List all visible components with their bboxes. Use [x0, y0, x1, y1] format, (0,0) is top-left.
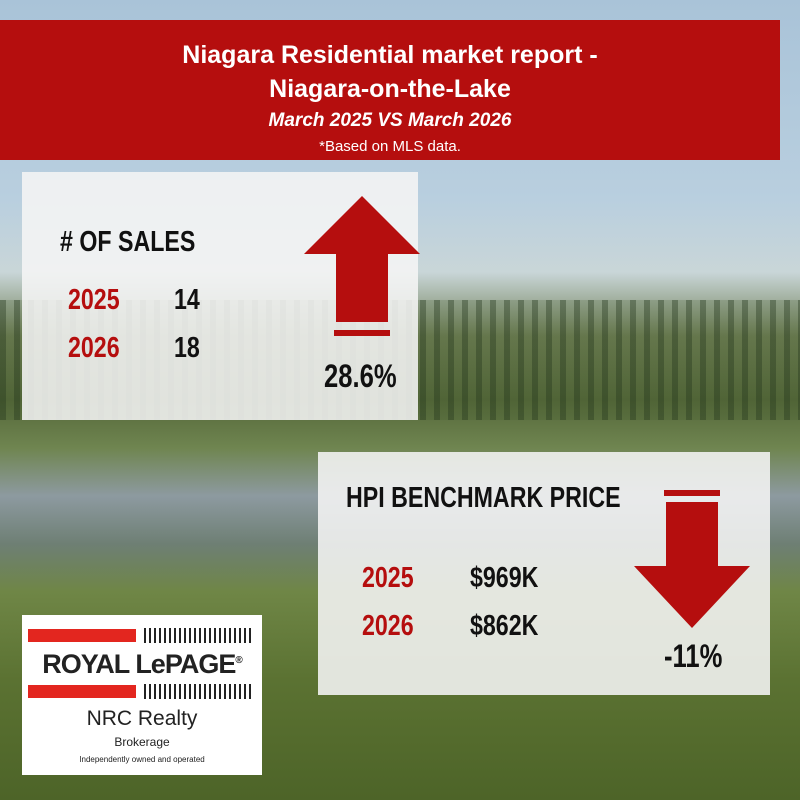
hpi-card: HPI BENCHMARK PRICE 2025 $969K 2026 $862…	[318, 452, 770, 695]
title-line-2: Niagara-on-the-Lake	[269, 75, 511, 103]
sales-change: 28.6%	[324, 358, 397, 394]
office-tagline: Independently owned and operated	[79, 755, 205, 764]
title-line-1: Niagara Residential market report -	[182, 41, 598, 69]
sales-year-2025: 2025	[68, 284, 120, 316]
sales-value-2026: 18	[174, 332, 200, 364]
logo-red-bar	[28, 685, 136, 698]
brand-text: ROYAL LePAGE	[42, 649, 236, 679]
header-banner: Niagara Residential market report - Niag…	[0, 20, 780, 160]
data-note: *Based on MLS data.	[319, 138, 461, 155]
hpi-change: -11%	[664, 638, 723, 674]
sales-value-2025: 14	[174, 284, 200, 316]
subtitle: March 2025 VS March 2026	[268, 110, 512, 131]
logo-ticks	[144, 684, 252, 699]
hpi-heading: HPI BENCHMARK PRICE	[346, 482, 621, 514]
sales-card: # OF SALES 2025 14 2026 18 28.6%	[22, 172, 420, 420]
logo-red-bar	[28, 629, 136, 642]
logo-brand: ROYAL LePAGE®	[22, 649, 262, 680]
office-name: NRC Realty	[86, 707, 198, 730]
arrow-up-icon	[304, 196, 420, 336]
hpi-year-2026: 2026	[362, 610, 414, 642]
office-type: Brokerage	[114, 735, 170, 749]
royal-lepage-logo: ROYAL LePAGE® NRC Realty Brokerage Indep…	[22, 615, 262, 775]
sales-heading: # OF SALES	[60, 226, 196, 258]
hpi-value-2025: $969K	[470, 562, 539, 594]
hpi-value-2026: $862K	[470, 610, 539, 642]
registered-mark: ®	[235, 655, 242, 666]
logo-ticks	[144, 628, 252, 643]
sales-year-2026: 2026	[68, 332, 120, 364]
arrow-down-icon	[634, 490, 750, 628]
hpi-year-2025: 2025	[362, 562, 414, 594]
